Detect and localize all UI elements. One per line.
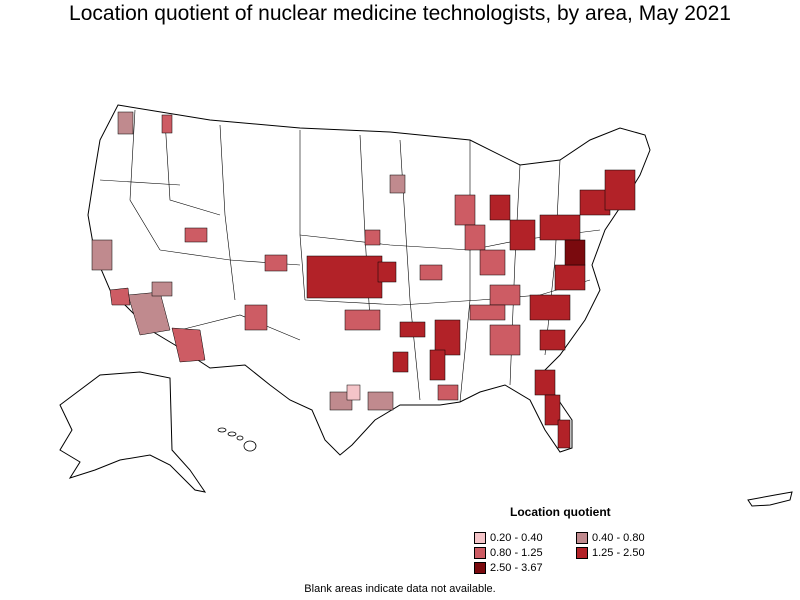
area-michigan (489, 194, 511, 221)
area-texas-central (329, 391, 353, 411)
area-kentucky (489, 284, 521, 306)
area-florida-central (544, 394, 561, 426)
footnote: Blank areas indicate data not available. (304, 583, 496, 595)
area-nebraska (364, 229, 381, 246)
area-arizona (127, 291, 171, 336)
legend-item-5: 2.50 - 3.67 (474, 562, 543, 574)
legend-item-3: 0.80 - 1.25 (474, 547, 543, 559)
area-new-mexico (244, 304, 268, 331)
area-oklahoma (344, 309, 381, 331)
area-new-england (604, 169, 636, 211)
area-california-bay (91, 239, 113, 271)
area-regions (91, 111, 636, 449)
area-kansas-city (377, 261, 397, 283)
puerto-rico-outline (747, 491, 793, 507)
legend-item-4: 1.25 - 2.50 (576, 547, 645, 559)
area-indiana (479, 249, 506, 276)
area-las-vegas (109, 287, 131, 306)
legend-label-3: 0.80 - 1.25 (490, 547, 543, 559)
area-texas-low (346, 384, 361, 401)
area-mississippi (434, 319, 461, 356)
hawaii-islands (217, 427, 257, 452)
area-louisiana (392, 351, 409, 373)
area-houston (367, 391, 394, 411)
legend-item-2: 0.40 - 0.80 (576, 532, 645, 544)
legend-swatch-1 (474, 532, 486, 544)
area-wisconsin (454, 194, 476, 226)
area-colorado (264, 254, 288, 272)
area-carolinas (529, 294, 571, 321)
area-ohio (509, 219, 536, 251)
area-florida-north (534, 369, 556, 396)
legend-label-4: 1.25 - 2.50 (592, 547, 645, 559)
area-nevada-east (184, 227, 208, 243)
legend-label-5: 2.50 - 3.67 (490, 562, 543, 574)
area-alabama (429, 349, 446, 381)
legend-swatch-3 (474, 547, 486, 559)
area-arkansas (399, 321, 426, 338)
area-gulf-coast (437, 384, 459, 401)
area-florida-south (557, 419, 571, 449)
area-virginia (554, 264, 586, 291)
area-georgia (489, 324, 521, 356)
area-south-carolina (539, 329, 566, 351)
area-iowa (389, 174, 406, 194)
alaska-outline (59, 371, 207, 493)
area-idaho (161, 114, 173, 134)
legend-label-1: 0.20 - 0.40 (490, 532, 543, 544)
legend-swatch-5 (474, 562, 486, 574)
area-utah (151, 281, 173, 297)
area-tennessee (469, 304, 506, 321)
legend-title: Location quotient (510, 505, 611, 519)
legend-swatch-4 (576, 547, 588, 559)
area-kansas (306, 255, 383, 299)
area-pennsylvania (539, 214, 581, 241)
map-title: Location quotient of nuclear medicine te… (69, 2, 731, 25)
area-chicago (464, 224, 486, 251)
area-washington (117, 111, 134, 135)
legend-swatch-2 (576, 532, 588, 544)
legend-item-1: 0.20 - 0.40 (474, 532, 543, 544)
area-dc (564, 239, 586, 266)
legend-label-2: 0.40 - 0.80 (592, 532, 645, 544)
area-phoenix (171, 327, 206, 363)
area-missouri (419, 264, 443, 281)
